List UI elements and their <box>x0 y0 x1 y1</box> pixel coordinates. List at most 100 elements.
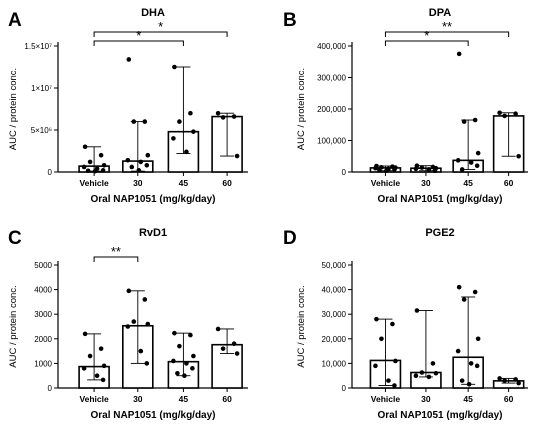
significance-bracket <box>384 31 510 37</box>
x-tick-label: 45 <box>463 178 473 188</box>
data-point <box>82 144 88 150</box>
data-point <box>81 366 87 371</box>
x-tick-label: 60 <box>222 178 232 188</box>
data-point <box>138 348 144 354</box>
y-tick-label: 4000 <box>34 286 52 295</box>
data-point <box>98 346 104 351</box>
data-point <box>433 370 439 376</box>
data-point <box>513 377 518 382</box>
data-point <box>220 346 226 351</box>
data-point <box>188 110 193 116</box>
data-point <box>373 165 378 171</box>
x-tick-label: 30 <box>421 178 431 188</box>
panel-A: A DHA 0 5×10⁶ 1×10⁷ 1.5×10⁷ AUC / protein conc… <box>8 7 248 205</box>
panel-D: D PGE2 0 10,000 20,000 30,000 40,000 50,000 AUC … <box>283 227 528 421</box>
data-point <box>390 321 395 327</box>
x-tick-label: 45 <box>179 394 189 404</box>
data-point <box>171 136 176 141</box>
panel-B: B DPA 0 100,000 200,000 300,000 400,000 AUC / p… <box>283 7 528 205</box>
data-point <box>82 331 88 337</box>
significance-bracket <box>93 40 184 46</box>
data-point <box>81 164 87 170</box>
significance-label: * <box>158 19 163 34</box>
data-point <box>136 168 142 173</box>
data-point <box>100 377 106 383</box>
data-point <box>87 353 93 359</box>
data-point <box>414 308 420 313</box>
data-point <box>234 351 240 356</box>
panel-letter: B <box>283 10 297 31</box>
y-tick-label: 300,000 <box>317 74 346 83</box>
data-point <box>101 162 107 168</box>
data-point <box>393 358 398 364</box>
x-tick-label: 45 <box>463 394 473 404</box>
data-point <box>177 119 182 124</box>
data-point <box>475 336 481 342</box>
significance-label: ** <box>442 19 452 34</box>
y-tick-label: 10,000 <box>322 359 347 368</box>
data-point <box>384 168 389 174</box>
data-point <box>184 149 189 155</box>
data-point <box>374 316 379 322</box>
y-tick-label: 400,000 <box>317 42 346 51</box>
panel-C: C RvD1 0 1000 2000 3000 4000 5000 AUC / protein … <box>8 227 248 421</box>
data-point <box>472 289 478 295</box>
data-point <box>373 363 378 369</box>
data-point <box>455 158 461 163</box>
y-tick-label: 0 <box>342 168 347 177</box>
y-tick-label: 1.5×10⁷ <box>24 42 52 51</box>
data-point <box>419 165 425 170</box>
data-point <box>516 153 521 159</box>
data-point <box>145 152 151 158</box>
data-point <box>413 166 419 172</box>
data-point <box>144 162 150 168</box>
y-tick-label: 5×10⁶ <box>31 126 52 135</box>
data-point <box>142 297 148 302</box>
data-point <box>125 324 131 329</box>
data-point <box>191 353 196 359</box>
data-point <box>392 383 397 388</box>
y-tick-label: 200,000 <box>317 105 346 114</box>
data-point <box>94 373 100 379</box>
data-point <box>87 159 93 165</box>
data-point <box>126 57 132 62</box>
data-point <box>497 110 502 116</box>
data-point <box>430 361 436 366</box>
data-point <box>513 111 518 117</box>
data-point <box>145 321 151 327</box>
data-point <box>188 332 193 338</box>
y-tick-label: 30,000 <box>322 310 347 319</box>
data-point <box>497 376 502 381</box>
y-axis-title: AUC / protein conc. <box>8 285 19 367</box>
significance-bracket <box>384 40 469 46</box>
data-point <box>85 168 91 174</box>
panel-title: RvD1 <box>139 227 167 239</box>
data-point <box>459 167 465 172</box>
data-point <box>419 370 425 375</box>
data-point <box>459 378 465 383</box>
panel-title: DPA <box>429 7 451 19</box>
panel-letter: D <box>283 228 297 249</box>
data-point <box>413 373 419 379</box>
data-point <box>172 330 177 336</box>
panel-letter: C <box>8 228 22 249</box>
y-tick-label: 5000 <box>34 261 52 270</box>
x-tick-label: 60 <box>504 178 514 188</box>
data-point <box>182 373 187 379</box>
y-axis-title: AUC / protein conc. <box>296 285 307 367</box>
data-point <box>101 363 107 369</box>
y-tick-label: 50,000 <box>322 261 347 270</box>
data-point <box>377 167 382 173</box>
data-point <box>138 159 144 165</box>
y-tick-label: 0 <box>342 384 347 393</box>
x-axis-title: Oral NAP1051 (mg/kg/day) <box>377 194 502 205</box>
y-tick-label: 2000 <box>34 335 52 344</box>
significance-label: * <box>136 28 141 43</box>
y-tick-label: 1×10⁷ <box>31 84 52 93</box>
data-point <box>461 297 467 302</box>
data-point <box>177 343 182 349</box>
data-point <box>144 361 150 366</box>
x-tick-label: 60 <box>222 394 232 404</box>
x-tick-label: 30 <box>133 178 143 188</box>
data-point <box>426 374 432 380</box>
